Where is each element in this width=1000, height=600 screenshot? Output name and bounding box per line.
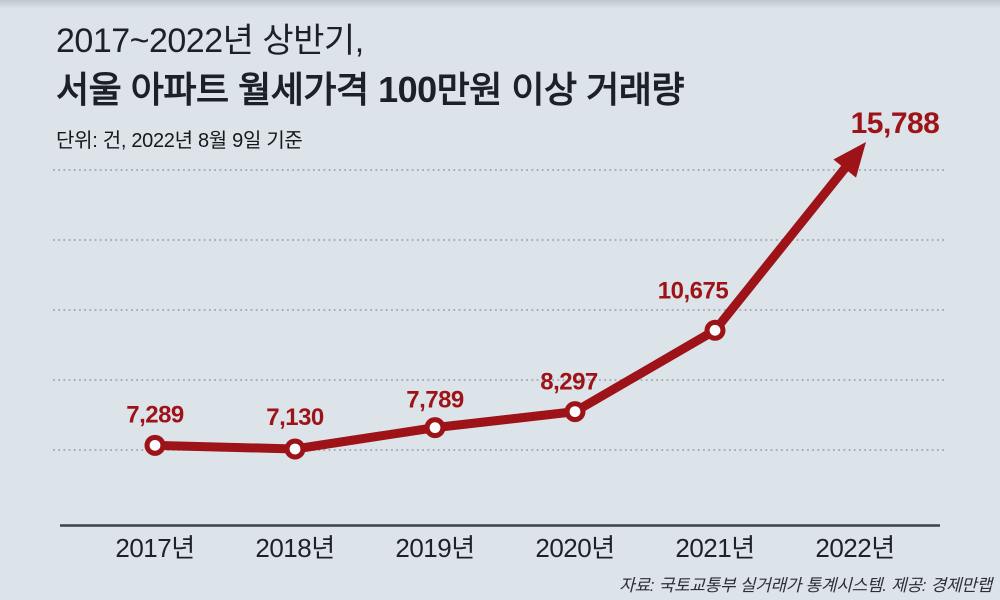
value-label: 7,789	[406, 387, 464, 414]
data-point-center	[289, 443, 301, 455]
chart-title-line2: 서울 아파트 월세가격 100만원 이상 거래량	[56, 68, 685, 110]
arrow-head	[833, 142, 866, 178]
x-axis-label: 2021년	[675, 533, 754, 563]
data-point-center	[149, 439, 161, 451]
value-label: 8,297	[540, 369, 598, 396]
chart-title-line1: 2017~2022년 상반기,	[56, 22, 364, 60]
x-axis-label: 2017년	[115, 533, 194, 563]
x-axis-label: 2018년	[255, 533, 334, 563]
trend-line	[154, 161, 852, 454]
data-point-center	[429, 422, 441, 434]
value-label: 7,130	[266, 404, 324, 431]
value-label: 10,675	[658, 277, 729, 304]
x-axis-label: 2019년	[395, 533, 474, 563]
chart-unit-note: 단위: 건, 2022년 8월 9일 기준	[56, 129, 303, 152]
x-axis-label: 2020년	[535, 533, 614, 563]
data-point-center	[709, 324, 721, 336]
value-label: 7,289	[126, 401, 184, 428]
x-axis-label: 2022년	[815, 533, 894, 563]
source-credit: 자료: 국토교통부 실거래가 통계시스템. 제공: 경제만랩	[619, 576, 992, 595]
chart-header: 2017~2022년 상반기, 서울 아파트 월세가격 100만원 이상 거래량…	[56, 20, 685, 153]
value-label: 15,788	[851, 107, 940, 140]
data-point-center	[569, 406, 581, 418]
